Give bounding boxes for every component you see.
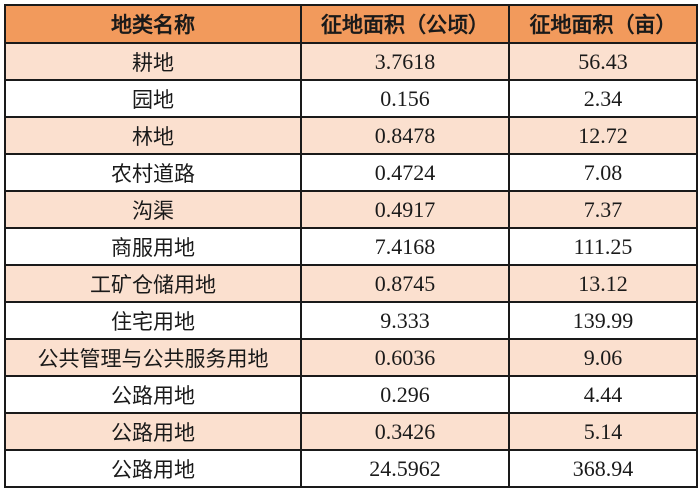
area-hectares-cell: 7.4168 [300, 227, 510, 266]
table-row: 公路用地 0.3426 5.14 [4, 412, 698, 451]
area-mu-cell: 12.72 [508, 116, 698, 155]
table-row: 林地 0.8478 12.72 [4, 116, 698, 155]
land-type-cell: 公路用地 [4, 449, 302, 488]
table-header-row: 地类名称 征地面积（公顷） 征地面积（亩） [4, 4, 698, 44]
area-hectares-cell: 0.3426 [300, 412, 510, 451]
area-hectares-cell: 0.156 [300, 79, 510, 118]
land-acquisition-table: 地类名称 征地面积（公顷） 征地面积（亩） 耕地 3.7618 56.43 园地… [4, 4, 698, 488]
area-hectares-cell: 0.8478 [300, 116, 510, 155]
area-hectares-cell: 0.8745 [300, 264, 510, 303]
area-hectares-cell: 0.6036 [300, 338, 510, 377]
area-mu-cell: 4.44 [508, 375, 698, 414]
area-mu-cell: 7.37 [508, 190, 698, 229]
area-hectares-cell: 9.333 [300, 301, 510, 340]
land-type-cell: 住宅用地 [4, 301, 302, 340]
land-type-cell: 公路用地 [4, 412, 302, 451]
area-mu-cell: 9.06 [508, 338, 698, 377]
land-type-cell: 公共管理与公共服务用地 [4, 338, 302, 377]
header-area-mu: 征地面积（亩） [508, 4, 698, 44]
land-type-cell: 耕地 [4, 42, 302, 81]
header-land-type: 地类名称 [4, 4, 302, 44]
area-mu-cell: 139.99 [508, 301, 698, 340]
land-type-cell: 商服用地 [4, 227, 302, 266]
area-mu-cell: 2.34 [508, 79, 698, 118]
area-hectares-cell: 3.7618 [300, 42, 510, 81]
land-type-cell: 农村道路 [4, 153, 302, 192]
land-type-cell: 公路用地 [4, 375, 302, 414]
table-row: 园地 0.156 2.34 [4, 79, 698, 118]
area-mu-cell: 7.08 [508, 153, 698, 192]
land-type-cell: 园地 [4, 79, 302, 118]
area-mu-cell: 368.94 [508, 449, 698, 488]
area-mu-cell: 13.12 [508, 264, 698, 303]
area-hectares-cell: 0.296 [300, 375, 510, 414]
header-area-hectares: 征地面积（公顷） [300, 4, 510, 44]
table-row: 公路用地 24.5962 368.94 [4, 449, 698, 488]
table-row: 沟渠 0.4917 7.37 [4, 190, 698, 229]
land-type-cell: 工矿仓储用地 [4, 264, 302, 303]
table-row: 商服用地 7.4168 111.25 [4, 227, 698, 266]
table-row: 耕地 3.7618 56.43 [4, 42, 698, 81]
table-row: 公路用地 0.296 4.44 [4, 375, 698, 414]
area-mu-cell: 5.14 [508, 412, 698, 451]
area-hectares-cell: 0.4917 [300, 190, 510, 229]
land-acquisition-table-container: 地类名称 征地面积（公顷） 征地面积（亩） 耕地 3.7618 56.43 园地… [4, 4, 698, 488]
table-row: 农村道路 0.4724 7.08 [4, 153, 698, 192]
area-hectares-cell: 24.5962 [300, 449, 510, 488]
table-row: 住宅用地 9.333 139.99 [4, 301, 698, 340]
land-type-cell: 林地 [4, 116, 302, 155]
land-type-cell: 沟渠 [4, 190, 302, 229]
area-mu-cell: 111.25 [508, 227, 698, 266]
table-row: 公共管理与公共服务用地 0.6036 9.06 [4, 338, 698, 377]
area-mu-cell: 56.43 [508, 42, 698, 81]
table-row: 工矿仓储用地 0.8745 13.12 [4, 264, 698, 303]
area-hectares-cell: 0.4724 [300, 153, 510, 192]
